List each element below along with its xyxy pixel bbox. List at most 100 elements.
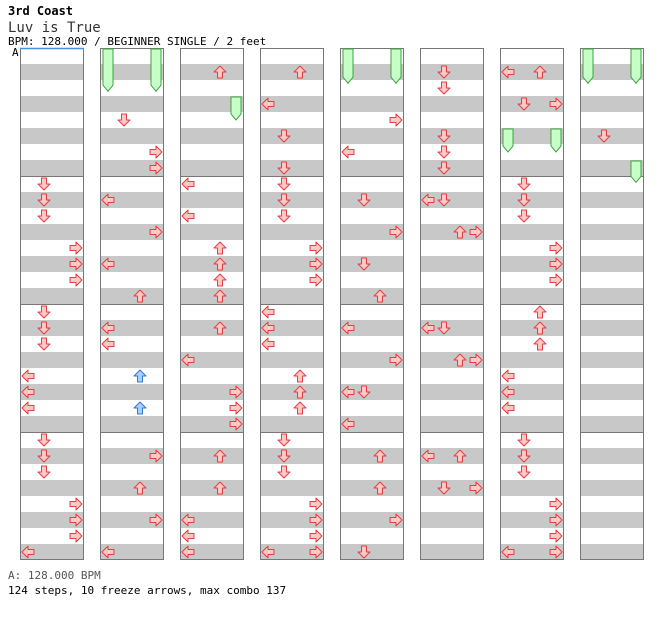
beat-stripe: [500, 368, 564, 384]
measure-column: [260, 48, 324, 560]
measure-column: [20, 48, 84, 560]
right-arrow-icon: [469, 481, 483, 495]
beat-stripe: [500, 176, 564, 192]
beat-stripe: [100, 176, 164, 192]
down-arrow-icon: [437, 65, 451, 79]
beat-stripe: [20, 480, 84, 496]
beat-stripe: [500, 384, 564, 400]
down-arrow-icon: [37, 209, 51, 223]
up-arrow-icon: [373, 289, 387, 303]
beat-stripe: [260, 432, 324, 448]
beat-stripe: [340, 368, 404, 384]
beat-stripe: [580, 64, 644, 80]
down-arrow-icon: [517, 449, 531, 463]
beat-stripe: [180, 496, 244, 512]
beat-stripe: [420, 224, 484, 240]
beat-stripe: [100, 528, 164, 544]
beat-stripe: [340, 416, 404, 432]
beat-stripe: [340, 256, 404, 272]
up-arrow-icon: [213, 481, 227, 495]
beat-stripe: [20, 272, 84, 288]
beat-stripe: [340, 448, 404, 464]
song-title: Luv is True: [8, 20, 101, 36]
beat-stripe: [500, 160, 564, 176]
down-arrow-icon: [37, 193, 51, 207]
beat-stripe: [580, 528, 644, 544]
beat-stripe: [340, 96, 404, 112]
beat-stripe: [340, 48, 404, 64]
beat-stripe: [20, 304, 84, 320]
beat-stripe: [100, 256, 164, 272]
beat-stripe: [20, 192, 84, 208]
beat-stripe: [100, 400, 164, 416]
beat-stripe: [20, 144, 84, 160]
beat-stripe: [180, 160, 244, 176]
beat-stripe: [580, 48, 644, 64]
freeze-arrow: [150, 48, 162, 92]
beat-stripe: [500, 224, 564, 240]
right-arrow-icon: [229, 417, 243, 431]
beat-stripe: [260, 192, 324, 208]
beat-stripe: [180, 352, 244, 368]
down-arrow-icon: [517, 209, 531, 223]
down-arrow-icon: [277, 129, 291, 143]
left-arrow-icon: [501, 401, 515, 415]
down-arrow-icon: [517, 97, 531, 111]
right-arrow-icon: [469, 353, 483, 367]
up-arrow-icon: [293, 369, 307, 383]
beat-stripe: [20, 288, 84, 304]
beat-stripe: [340, 112, 404, 128]
beat-stripe: [340, 240, 404, 256]
beat-stripe: [420, 176, 484, 192]
beat-stripe: [420, 400, 484, 416]
beat-stripe: [580, 368, 644, 384]
up-arrow-icon: [213, 241, 227, 255]
right-arrow-icon: [69, 241, 83, 255]
beat-stripe: [260, 304, 324, 320]
freeze-arrow: [342, 48, 354, 84]
beat-stripe: [340, 128, 404, 144]
beat-stripe: [340, 480, 404, 496]
up-arrow-icon: [213, 321, 227, 335]
beat-stripe: [260, 416, 324, 432]
right-arrow-icon: [69, 257, 83, 271]
beat-stripe: [500, 496, 564, 512]
beat-stripe: [500, 272, 564, 288]
down-arrow-icon: [517, 177, 531, 191]
beat-stripe: [180, 320, 244, 336]
beat-stripe: [340, 304, 404, 320]
left-arrow-icon: [501, 385, 515, 399]
beat-stripe: [180, 112, 244, 128]
left-arrow-icon: [181, 353, 195, 367]
beat-stripe: [180, 400, 244, 416]
down-arrow-icon: [37, 433, 51, 447]
beat-stripe: [260, 48, 324, 64]
beat-stripe: [340, 352, 404, 368]
beat-stripe: [20, 96, 84, 112]
song-artist: 3rd Coast: [8, 4, 74, 18]
beat-stripe: [100, 112, 164, 128]
beat-stripe: [500, 240, 564, 256]
measure-column: [340, 48, 404, 560]
up-arrow-icon: [293, 65, 307, 79]
beat-stripe: [20, 432, 84, 448]
beat-stripe: [20, 256, 84, 272]
beat-stripe: [420, 144, 484, 160]
beat-stripe: [420, 192, 484, 208]
up-arrow-icon: [293, 385, 307, 399]
beat-stripe: [500, 544, 564, 560]
right-arrow-icon: [309, 241, 323, 255]
beat-stripe: [180, 448, 244, 464]
up-arrow-icon: [213, 449, 227, 463]
beat-stripe: [580, 384, 644, 400]
left-arrow-icon: [181, 513, 195, 527]
beat-stripe: [260, 352, 324, 368]
beat-stripe: [20, 496, 84, 512]
beat-stripe: [20, 176, 84, 192]
beat-stripe: [420, 112, 484, 128]
beat-stripe: [180, 48, 244, 64]
beat-stripe: [260, 288, 324, 304]
beat-stripe: [580, 432, 644, 448]
beat-stripe: [340, 496, 404, 512]
chart-stats: 124 steps, 10 freeze arrows, max combo 1…: [8, 584, 287, 597]
